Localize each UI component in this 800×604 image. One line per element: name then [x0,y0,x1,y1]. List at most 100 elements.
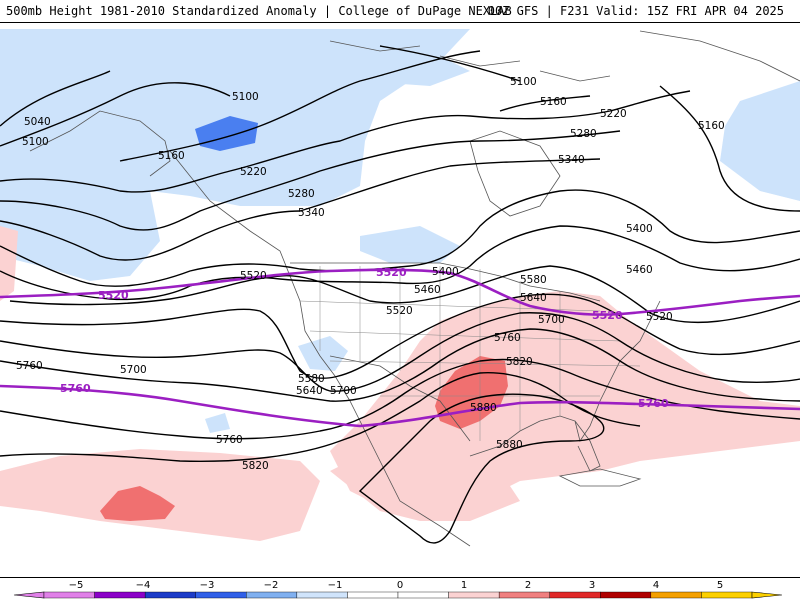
colorbar-right-arrow [751,591,783,599]
contour-5100-west [0,82,231,147]
greenland-coast [639,30,800,82]
pos-anomaly-west-edge [0,226,18,301]
geography [29,30,800,547]
contour-label: 5160 [698,120,725,132]
climo-labels: 5520 5520 5520 5760 5760 [60,266,669,410]
climo-label: 5520 [376,266,407,279]
colorbar-label: −2 [264,580,279,591]
contour-5160-east [499,85,800,212]
contour-5580 [0,293,800,379]
colorbar-segment [43,591,95,599]
contour-5160-loop [119,50,481,162]
colorbar-svg: −5 −4 −3 −2 −1 0 1 2 3 4 5 [13,580,783,599]
contour-label: 5640 [520,292,547,304]
climo-label: 5760 [60,382,91,395]
contour-label: 5580 [520,274,547,286]
colorbar-label: −3 [200,580,215,591]
colorbar-segment [347,591,399,599]
florida [574,420,601,472]
colorbar-label: 5 [717,580,723,591]
contour-label: 5520 [646,311,673,323]
colorbar-label: 1 [461,580,467,591]
colorbar-label: −4 [136,580,151,591]
contour-label: 5340 [558,154,585,166]
contour-label: 5760 [494,332,521,344]
contour-label: 5880 [470,402,497,414]
contour-5760 [0,358,800,440]
colorbar-segment [650,591,702,599]
colorbar-segment [498,591,550,599]
neg-anomaly-alaska [0,29,470,281]
west-coast [169,150,471,547]
climo-label: 5520 [98,289,129,302]
us-canada-border [290,262,601,302]
height-labels: 5100 5040 5100 5160 5220 5280 5340 5100 … [16,76,725,472]
contour-5400 [0,189,800,287]
contour-label: 5760 [16,360,43,372]
height-contours [0,45,800,544]
contour-label: 5880 [496,439,523,451]
neg-anomaly-baja [298,336,348,371]
contour-label: 5580 [298,373,325,385]
contour-label: 5160 [540,96,567,108]
contour-label: 5040 [24,116,51,128]
colorbar-label: 4 [653,580,659,591]
colorbar-segment [296,591,348,599]
contour-5520 [9,265,800,324]
colorbar-ticks: −5 −4 −3 −2 −1 0 1 2 3 4 5 [69,580,724,591]
contour-5280 [0,130,621,231]
climo-label: 5760 [638,397,669,410]
contour-label: 5520 [240,270,267,282]
contour-label: 5700 [330,385,357,397]
contour-label: 5220 [240,166,267,178]
colorbar-segment [600,591,652,599]
climo-contours [0,268,800,428]
colorbar-segment [549,591,601,599]
contour-label: 5400 [432,266,459,278]
map-svg: 5100 5040 5100 5160 5220 5280 5340 5100 … [0,29,800,547]
contour-5640 [0,312,800,392]
contour-label: 5100 [232,91,259,103]
gulf-coast [469,300,661,457]
colorbar-segment [448,591,500,599]
strong-pos-anomaly-pacific [100,486,175,521]
contour-5100-east [379,45,521,82]
contour-label: 5820 [506,356,533,368]
weather-map: 5100 5040 5100 5160 5220 5280 5340 5100 … [0,22,800,578]
contour-label: 5280 [570,128,597,140]
state-lines [299,266,641,441]
climo-label: 5520 [592,309,623,322]
climo-5520 [0,268,800,316]
colorbar-segment [701,591,753,599]
contour-label: 5760 [216,434,243,446]
contour-label: 5100 [510,76,537,88]
contour-label: 5460 [414,284,441,296]
anomaly-shading [0,29,800,541]
contour-5700 [0,328,800,402]
climo-5760 [0,384,800,428]
contour-label: 5100 [22,136,49,148]
contour-label: 5160 [158,150,185,162]
colorbar-left-arrow [13,591,45,599]
colorbar-segment [144,591,196,599]
colorbar-label: 3 [589,580,595,591]
alaska-coast [29,110,171,177]
colorbar-label: −5 [69,580,84,591]
colorbar-segment [246,591,298,599]
arctic-islands [329,40,611,82]
colorbar-segment [397,591,449,599]
cuba [558,468,642,487]
header-bar: 500mb Height 1981-2010 Standardized Anom… [0,0,800,22]
contour-label: 5280 [288,188,315,200]
contour-label: 5700 [538,314,565,326]
colorbar-label: 2 [525,580,531,591]
map-title: 500mb Height 1981-2010 Standardized Anom… [6,4,512,18]
contour-label: 5340 [298,207,325,219]
contour-label: 5520 [386,305,413,317]
contour-5820 [0,372,641,463]
contour-5880-loop [358,393,605,544]
strong-pos-anomaly-texas [435,356,508,429]
run-valid-time: 00Z GFS | F231 Valid: 15Z FRI APR 04 202… [487,4,784,18]
contour-label: 5640 [296,385,323,397]
